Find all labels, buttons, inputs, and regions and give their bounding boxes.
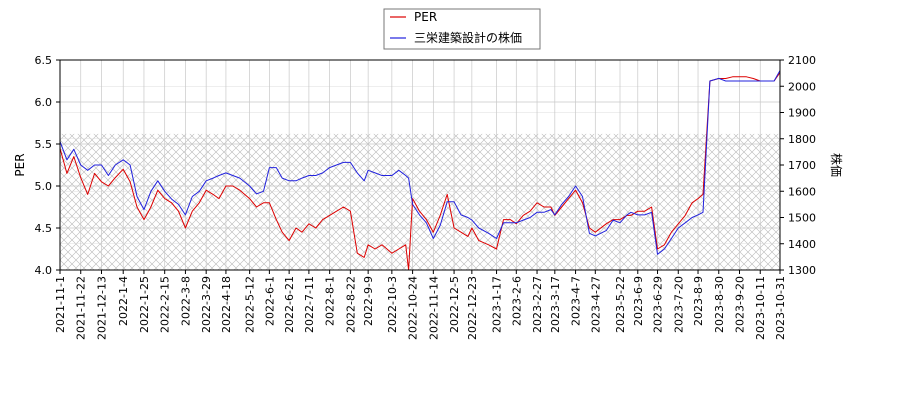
x-tick-label: 2023-8-9 bbox=[692, 276, 705, 326]
hatched-band bbox=[60, 133, 780, 270]
left-tick-label: 4.0 bbox=[35, 264, 53, 277]
left-axis-label: PER bbox=[13, 153, 27, 176]
x-tick-label: 2023-7-20 bbox=[672, 276, 685, 333]
x-tick-label: 2022-3-29 bbox=[200, 276, 213, 333]
x-tick-label: 2022-6-1 bbox=[263, 276, 276, 326]
x-tick-label: 2021-12-13 bbox=[95, 276, 108, 340]
series-line-per bbox=[59, 72, 781, 271]
x-tick-label: 2023-3-17 bbox=[549, 276, 562, 333]
x-tick-label: 2023-5-22 bbox=[614, 276, 627, 333]
x-tick-label: 2022-5-12 bbox=[244, 276, 257, 333]
legend: PER 三栄建築設計の株価 bbox=[383, 8, 541, 50]
right-tick-label: 1300 bbox=[788, 264, 816, 277]
x-tick-label: 2023-4-7 bbox=[570, 276, 583, 326]
left-tick-label: 6.5 bbox=[35, 54, 53, 67]
right-tick-label: 1900 bbox=[788, 107, 816, 120]
right-tick-label: 1500 bbox=[788, 212, 816, 225]
x-tick-label: 2022-12-23 bbox=[466, 276, 479, 340]
x-tick-label: 2022-3-8 bbox=[179, 276, 192, 326]
x-tick-label: 2022-10-24 bbox=[407, 276, 420, 340]
left-tick-label: 5.5 bbox=[35, 138, 53, 151]
series-line-price bbox=[59, 70, 781, 255]
x-tick-label: 2023-8-30 bbox=[713, 276, 726, 333]
x-tick-label: 2022-12-5 bbox=[448, 276, 461, 333]
left-tick-label: 5.0 bbox=[35, 180, 53, 193]
right-tick-label: 1800 bbox=[788, 133, 816, 146]
left-tick-label: 4.5 bbox=[35, 222, 53, 235]
left-tick-label: 6.0 bbox=[35, 96, 53, 109]
x-tick-label: 2023-6-9 bbox=[632, 276, 645, 326]
x-tick-label: 2023-2-6 bbox=[510, 276, 523, 326]
x-tick-label: 2022-1-4 bbox=[117, 276, 130, 326]
x-tick-label: 2021-11-1 bbox=[54, 276, 67, 333]
x-tick-label: 2022-6-21 bbox=[283, 276, 296, 333]
x-tick-label: 2022-2-15 bbox=[159, 276, 172, 333]
right-tick-label: 2000 bbox=[788, 80, 816, 93]
x-tick-label: 2022-9-9 bbox=[362, 276, 375, 326]
x-tick-label: 2021-11-22 bbox=[75, 276, 88, 340]
series-layer bbox=[59, 70, 781, 271]
right-tick-label: 1600 bbox=[788, 185, 816, 198]
right-axis: 1300 1400 1500 1600 1700 1800 1900 2000 2100 bbox=[780, 54, 816, 277]
x-tick-label: 2022-10-3 bbox=[386, 276, 399, 333]
x-tick-label: 2022-7-11 bbox=[303, 276, 316, 333]
right-tick-label: 1700 bbox=[788, 159, 816, 172]
right-tick-label: 2100 bbox=[788, 54, 816, 67]
x-tick-label: 2023-2-27 bbox=[531, 276, 544, 333]
right-axis-label: 株価 bbox=[829, 153, 844, 177]
x-tick-label: 2022-1-25 bbox=[138, 276, 151, 333]
x-tick-label: 2022-8-1 bbox=[324, 276, 337, 326]
left-axis: 4.0 4.5 5.0 5.5 6.0 6.5 bbox=[35, 54, 60, 277]
x-tick-label: 2023-4-27 bbox=[589, 276, 602, 333]
x-tick-label: 2023-1-17 bbox=[491, 276, 504, 333]
legend-label-per: PER bbox=[414, 10, 437, 24]
x-tick-label: 2022-4-18 bbox=[220, 276, 233, 333]
x-tick-label: 2023-10-31 bbox=[774, 276, 787, 340]
x-tick-label: 2023-10-11 bbox=[754, 276, 767, 340]
legend-box bbox=[383, 8, 541, 50]
x-tick-label: 2023-6-29 bbox=[652, 276, 665, 333]
legend-label-price: 三栄建築設計の株価 bbox=[414, 30, 522, 45]
right-tick-label: 1400 bbox=[788, 238, 816, 251]
x-tick-label: 2022-11-14 bbox=[427, 276, 440, 340]
x-tick-label: 2022-8-22 bbox=[344, 276, 357, 333]
x-tick-label: 2023-9-20 bbox=[734, 276, 747, 333]
x-axis: 2021-11-1 2021-11-22 2021-12-13 2022-1-4 202… bbox=[54, 270, 787, 340]
